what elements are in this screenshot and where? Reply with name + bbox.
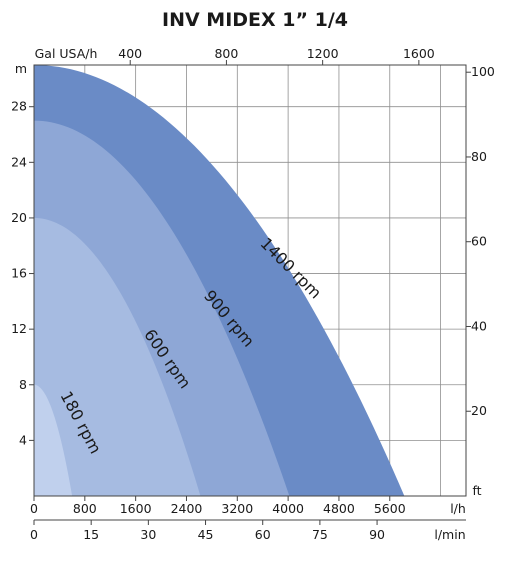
lh-tick-label: 0 <box>30 501 38 516</box>
ft-tick-label: 100 <box>471 64 495 79</box>
ft-tick-label: 40 <box>471 318 487 333</box>
ft-axis-label: ft <box>472 483 481 498</box>
gal-tick-label: 1600 <box>403 46 435 61</box>
gal-tick-label: 400 <box>118 46 142 61</box>
rpm-areas <box>34 65 405 496</box>
m-tick-label: 12 <box>11 321 27 336</box>
lmin-tick-label: 15 <box>83 527 99 542</box>
gal-tick-label: 1200 <box>307 46 339 61</box>
tick-labels: 0 800 1600 2400 3200 4000 4800 5600 l/h0 15 30 45 60… <box>11 46 495 542</box>
lmin-tick-label: 45 <box>198 527 214 542</box>
chart-title: INV MIDEX 1” 1/4 <box>162 9 348 31</box>
lmin-tick-label: 30 <box>140 527 156 542</box>
lh-axis-label: l/h <box>450 501 466 516</box>
lh-tick-label: 4000 <box>272 501 304 516</box>
m-tick-label: 28 <box>11 99 27 114</box>
m-axis-label: m <box>15 61 27 76</box>
ft-tick-label: 60 <box>471 234 487 249</box>
lh-tick-label: 800 <box>73 501 97 516</box>
plot-frame <box>33 64 467 521</box>
m-tick-label: 16 <box>11 266 27 281</box>
m-tick-label: 20 <box>11 210 27 225</box>
lmin-axis-label: l/min <box>434 527 465 542</box>
lmin-tick-label: 90 <box>369 527 385 542</box>
lmin-tick-label: 60 <box>255 527 271 542</box>
lh-tick-label: 1600 <box>120 501 152 516</box>
ft-tick-label: 20 <box>471 403 487 418</box>
lmin-tick-label: 75 <box>312 527 328 542</box>
lh-tick-label: 3200 <box>221 501 253 516</box>
lh-tick-label: 5600 <box>374 501 406 516</box>
lh-tick-label: 4800 <box>323 501 355 516</box>
lmin-tick-label: 0 <box>30 527 38 542</box>
gal-tick-label: 800 <box>214 46 238 61</box>
m-tick-label: 4 <box>19 432 27 447</box>
gal-axis-label: Gal USA/h <box>35 46 98 61</box>
m-tick-label: 8 <box>19 377 27 392</box>
lh-tick-label: 2400 <box>171 501 203 516</box>
m-tick-label: 24 <box>11 154 27 169</box>
area-600-rpm <box>34 217 201 496</box>
plot-border <box>33 64 467 497</box>
area-180-rpm <box>34 384 73 496</box>
ft-tick-label: 80 <box>471 149 487 164</box>
